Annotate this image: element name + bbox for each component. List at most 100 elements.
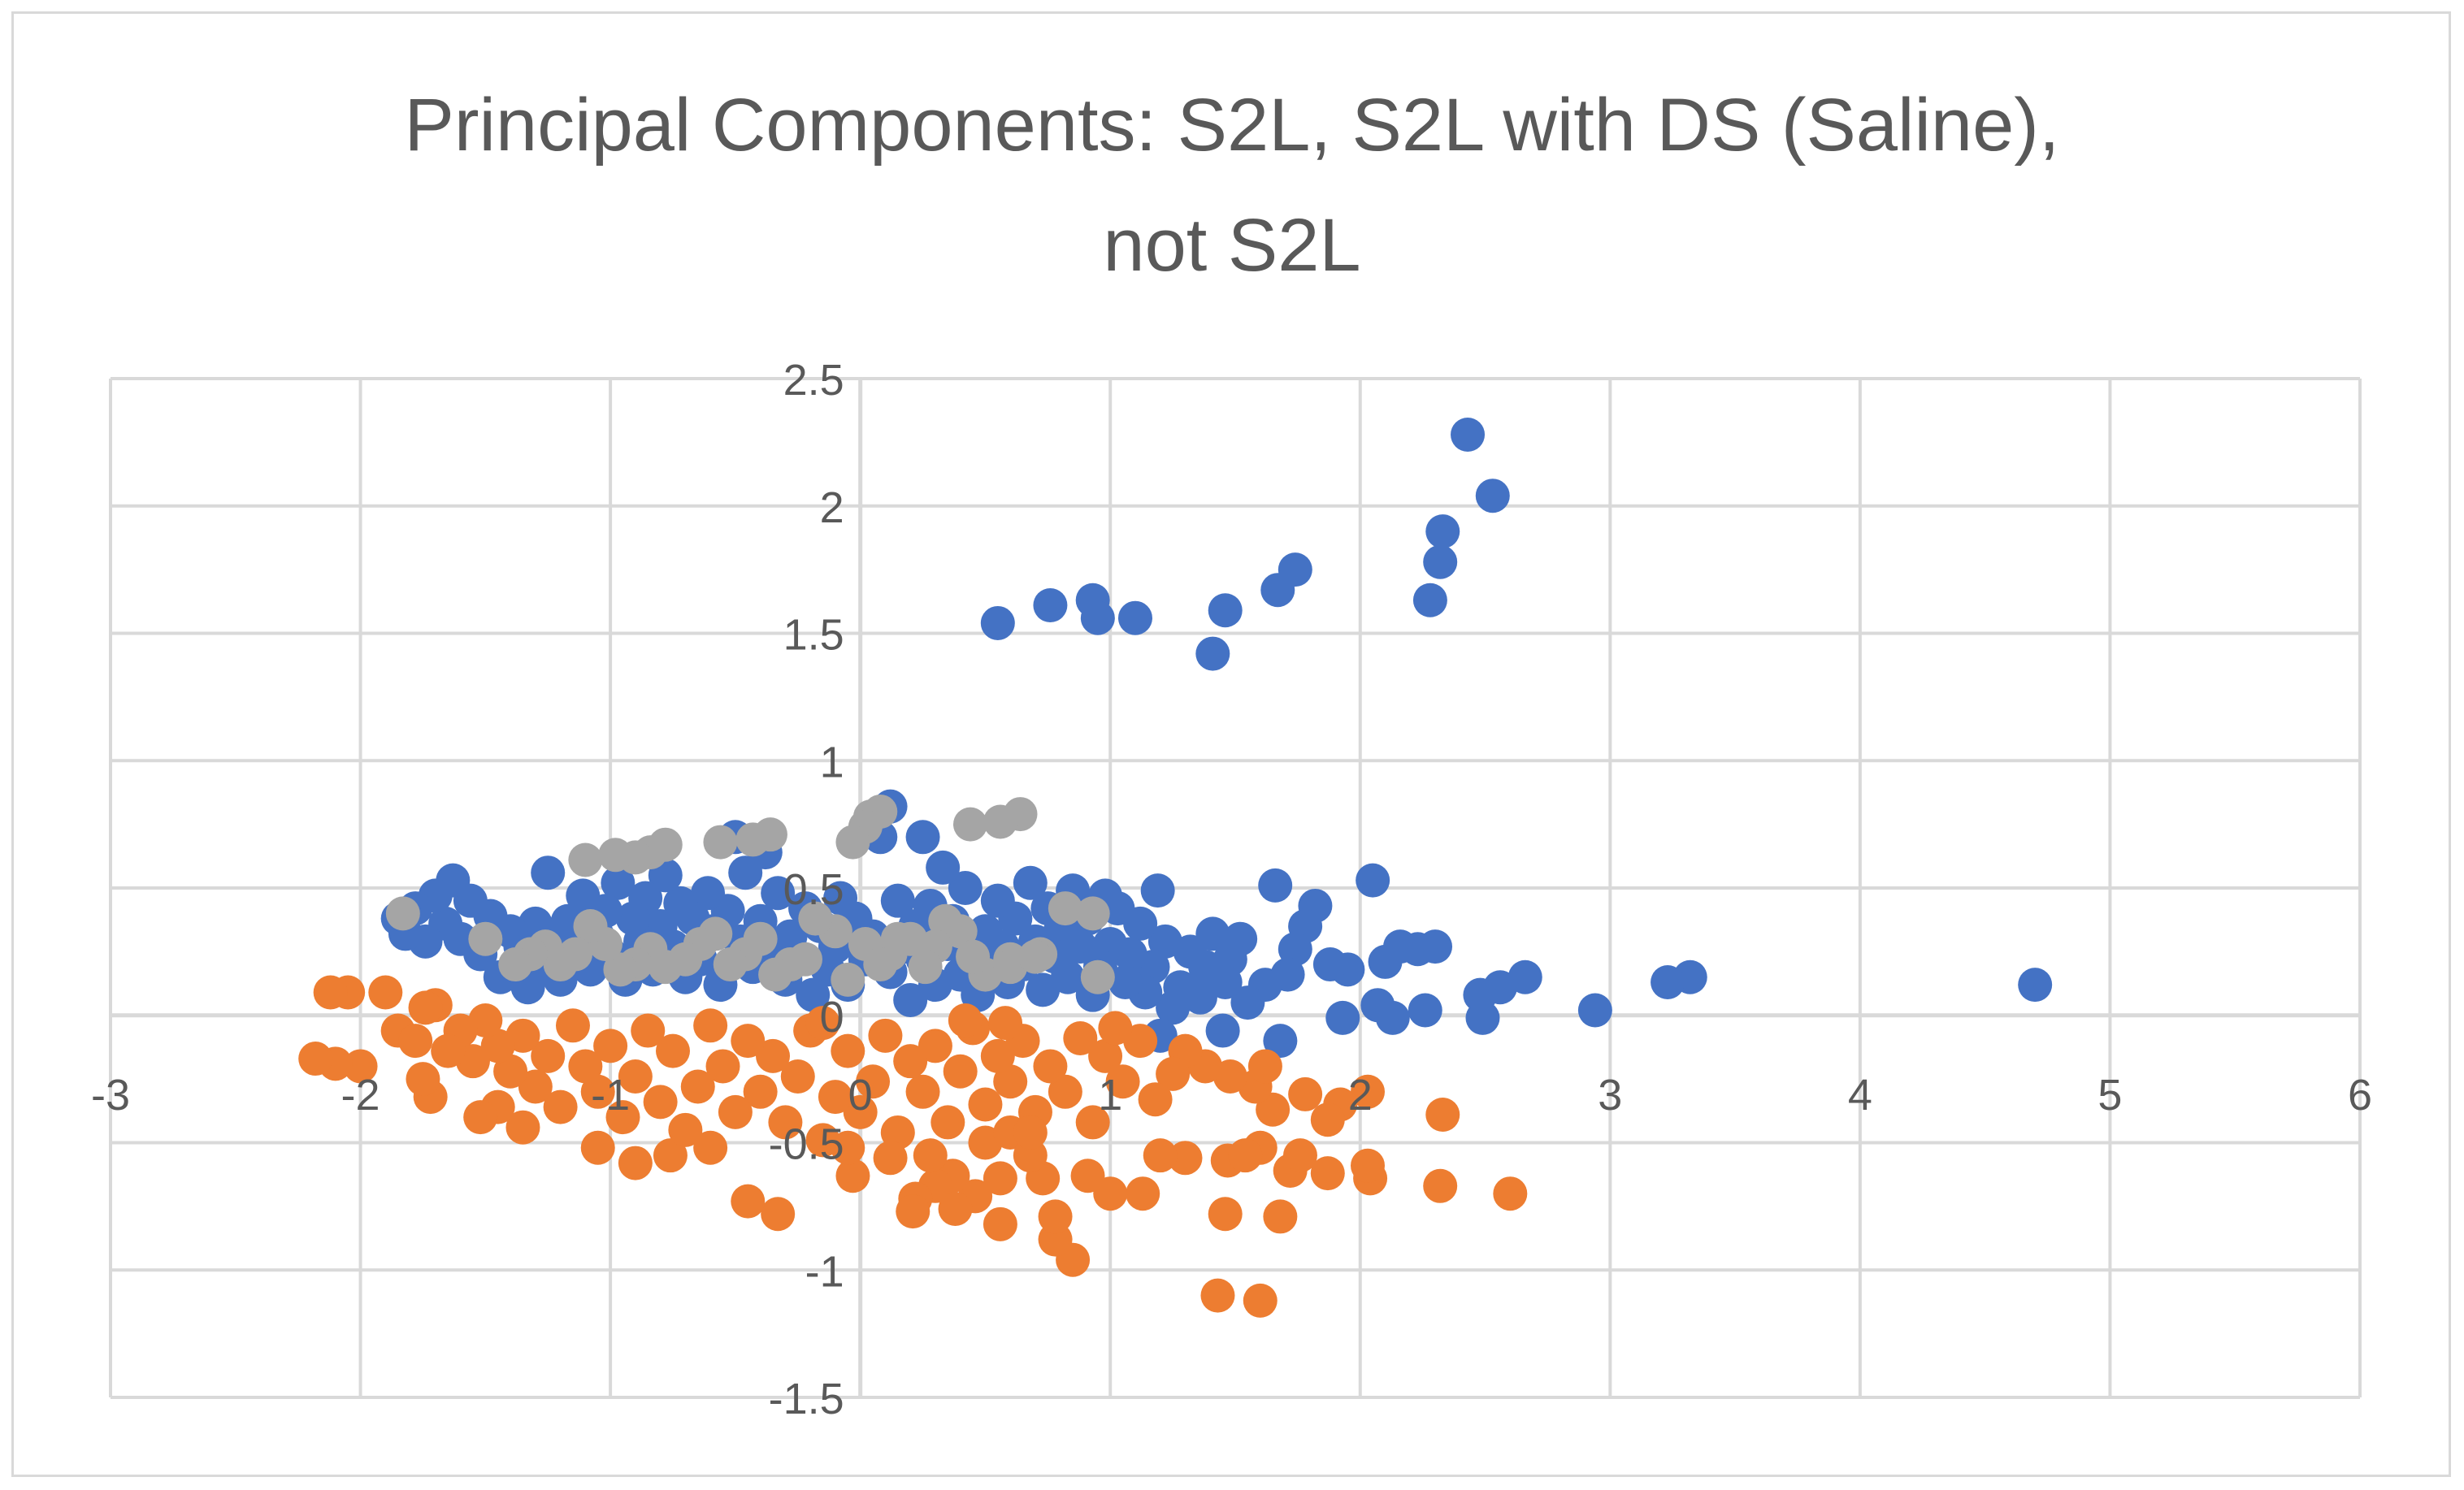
point-s2-1	[983, 804, 1017, 839]
point-s0-146	[531, 855, 566, 890]
point-s0-91	[905, 820, 940, 855]
point-s2-15	[385, 896, 420, 931]
x-tick-label: 1	[1098, 1071, 1122, 1120]
point-s0-13	[1117, 600, 1152, 635]
point-s0-87	[926, 850, 961, 885]
point-s1-24	[983, 1161, 1017, 1196]
point-s2-34	[758, 957, 793, 992]
point-s0-136	[601, 865, 636, 900]
series-not-s2l	[298, 975, 1528, 1318]
point-s1-70	[1063, 1020, 1098, 1055]
point-s1-98	[718, 1094, 753, 1129]
point-s2-54	[863, 947, 898, 982]
point-s1-77	[968, 1087, 1003, 1122]
x-tick-label: 3	[1598, 1071, 1622, 1120]
point-s1-105	[631, 1013, 666, 1048]
point-s1-65	[1138, 1082, 1173, 1117]
point-s1-42	[463, 1100, 498, 1135]
point-s1-23	[983, 1206, 1017, 1241]
point-s0-58	[1108, 964, 1143, 999]
point-s1-36	[693, 1130, 728, 1165]
point-s1-68	[1088, 1038, 1123, 1073]
point-s0-78	[980, 883, 1015, 918]
point-s1-40	[505, 1110, 540, 1145]
point-s1-71	[1048, 1074, 1082, 1109]
point-s1-9	[1351, 1148, 1386, 1183]
point-s1-21	[1038, 1199, 1073, 1234]
point-s2-44	[603, 952, 638, 987]
point-s1-109	[580, 1074, 615, 1109]
x-tick-label: -1	[591, 1071, 630, 1120]
point-s1-107	[605, 1100, 640, 1135]
x-tick-label: 6	[2348, 1071, 2372, 1120]
point-s0-73	[1013, 865, 1048, 900]
point-s1-121	[431, 1033, 466, 1068]
point-s0-53	[1140, 873, 1175, 908]
point-s0-1	[1475, 479, 1510, 513]
point-s0-51	[1147, 924, 1182, 959]
point-s1-53	[313, 975, 348, 1010]
point-s0-8	[1195, 636, 1230, 671]
point-s0-16	[1651, 964, 1685, 999]
point-s1-44	[406, 1062, 440, 1097]
point-s1-94	[768, 1105, 803, 1140]
point-s0-14	[2018, 968, 2053, 1003]
point-s1-75	[993, 1064, 1028, 1099]
point-s1-116	[493, 1054, 528, 1089]
point-s1-59	[1288, 1076, 1323, 1111]
point-s0-7	[1208, 593, 1243, 628]
point-s1-72	[1033, 1049, 1068, 1084]
point-s1-87	[843, 1094, 878, 1129]
point-s1-93	[780, 1059, 815, 1094]
point-s0-21	[1465, 1000, 1500, 1035]
point-s2-2	[952, 807, 987, 842]
chart-title-line-2: not S2L	[1103, 204, 1361, 287]
point-s0-127	[663, 886, 698, 920]
point-s2-6	[835, 825, 870, 860]
point-s1-97	[731, 1024, 766, 1059]
x-tick-label: 0	[848, 1071, 873, 1120]
point-s1-29	[896, 1194, 931, 1229]
point-s1-123	[988, 1006, 1023, 1041]
data-series	[298, 417, 2053, 1318]
point-s0-28	[1375, 1000, 1410, 1035]
point-s1-126	[1098, 1011, 1133, 1046]
point-s2-17	[1048, 891, 1082, 926]
point-s0-44	[1205, 1013, 1240, 1048]
point-s2-8	[735, 822, 770, 857]
point-s1-50	[408, 990, 443, 1025]
point-s1-37	[653, 1138, 688, 1173]
point-s1-95	[756, 1038, 791, 1073]
point-s0-93	[893, 982, 928, 1017]
point-s1-96	[743, 1074, 778, 1109]
point-s1-108	[593, 1029, 628, 1063]
point-s1-124	[948, 1003, 983, 1038]
point-s1-101	[680, 1069, 715, 1104]
point-s2-56	[956, 939, 991, 974]
y-tick-label: 0	[820, 993, 844, 1042]
point-s1-114	[518, 1069, 553, 1104]
point-s1-17	[1143, 1138, 1178, 1173]
point-s1-81	[917, 1029, 952, 1063]
point-s2-26	[908, 950, 943, 985]
point-s1-15	[1228, 1138, 1263, 1173]
point-s1-130	[1013, 1115, 1048, 1150]
y-tick-labels: 2.5 2 1.5 1 0.5 0 -0.5 -1 -1.5	[769, 356, 844, 1423]
x-tick-labels: -3 -2 -1 0 1 2 3 4 5 6	[91, 1071, 2372, 1120]
point-s0-107	[796, 977, 831, 1012]
point-s1-113	[531, 1038, 566, 1073]
point-s1-38	[618, 1146, 653, 1180]
x-tick-label: -3	[91, 1071, 130, 1120]
point-s1-127	[913, 1138, 948, 1173]
point-s1-129	[873, 1141, 908, 1176]
point-s0-31	[1325, 1000, 1360, 1035]
point-s1-90	[818, 1080, 852, 1115]
point-s2-55	[831, 962, 865, 997]
point-s0-6	[1260, 573, 1295, 608]
point-s0-32	[1312, 947, 1347, 982]
point-s0-134	[615, 901, 650, 936]
point-s0-123	[691, 876, 726, 911]
point-s1-18	[1126, 1176, 1160, 1211]
point-s1-122	[398, 1024, 433, 1059]
